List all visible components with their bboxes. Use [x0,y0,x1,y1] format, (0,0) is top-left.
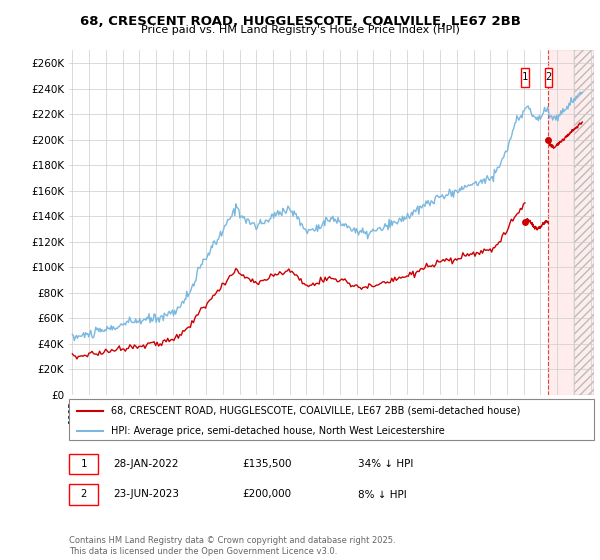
Text: 8% ↓ HPI: 8% ↓ HPI [358,489,407,500]
Text: Price paid vs. HM Land Registry's House Price Index (HPI): Price paid vs. HM Land Registry's House … [140,25,460,35]
Point [544,135,553,144]
Point [520,217,530,226]
Text: 68, CRESCENT ROAD, HUGGLESCOTE, COALVILLE, LE67 2BB (semi-detached house): 68, CRESCENT ROAD, HUGGLESCOTE, COALVILL… [111,405,520,416]
Bar [548,50,594,395]
Bar [545,68,552,87]
Text: 2: 2 [545,72,551,82]
FancyBboxPatch shape [69,399,594,440]
Text: £200,000: £200,000 [242,489,292,500]
Text: 23-JUN-2023: 23-JUN-2023 [113,489,179,500]
Text: 2: 2 [80,489,86,500]
FancyBboxPatch shape [69,454,98,474]
Text: 34% ↓ HPI: 34% ↓ HPI [358,459,413,469]
Text: £135,500: £135,500 [242,459,292,469]
Text: 28-JAN-2022: 28-JAN-2022 [113,459,179,469]
Text: 68, CRESCENT ROAD, HUGGLESCOTE, COALVILLE, LE67 2BB: 68, CRESCENT ROAD, HUGGLESCOTE, COALVILL… [80,15,520,27]
Text: 1: 1 [522,72,528,82]
Text: HPI: Average price, semi-detached house, North West Leicestershire: HPI: Average price, semi-detached house,… [111,426,445,436]
Bar [521,68,529,87]
Text: 1: 1 [80,459,86,469]
Text: Contains HM Land Registry data © Crown copyright and database right 2025.
This d: Contains HM Land Registry data © Crown c… [69,536,395,556]
FancyBboxPatch shape [69,484,98,505]
